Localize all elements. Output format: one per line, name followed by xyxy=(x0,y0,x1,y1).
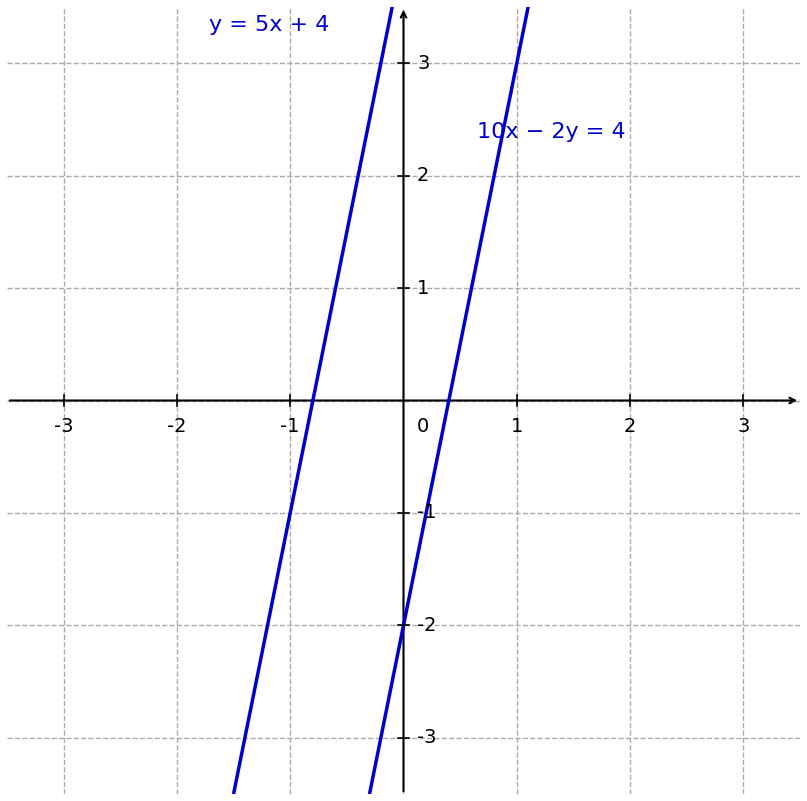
Text: 0: 0 xyxy=(417,417,429,437)
Text: 1: 1 xyxy=(417,279,429,297)
Text: 10x − 2y = 4: 10x − 2y = 4 xyxy=(477,122,625,142)
Text: -2: -2 xyxy=(167,417,186,437)
Text: 2: 2 xyxy=(624,417,636,437)
Text: 2: 2 xyxy=(417,166,429,185)
Text: 1: 1 xyxy=(511,417,523,437)
Text: -3: -3 xyxy=(417,728,437,747)
Text: -3: -3 xyxy=(54,417,73,437)
Text: -2: -2 xyxy=(417,616,437,635)
Text: 3: 3 xyxy=(417,54,429,73)
Text: -1: -1 xyxy=(281,417,300,437)
Text: 3: 3 xyxy=(738,417,750,437)
Text: y = 5x + 4: y = 5x + 4 xyxy=(210,15,330,35)
Text: -1: -1 xyxy=(417,504,437,522)
